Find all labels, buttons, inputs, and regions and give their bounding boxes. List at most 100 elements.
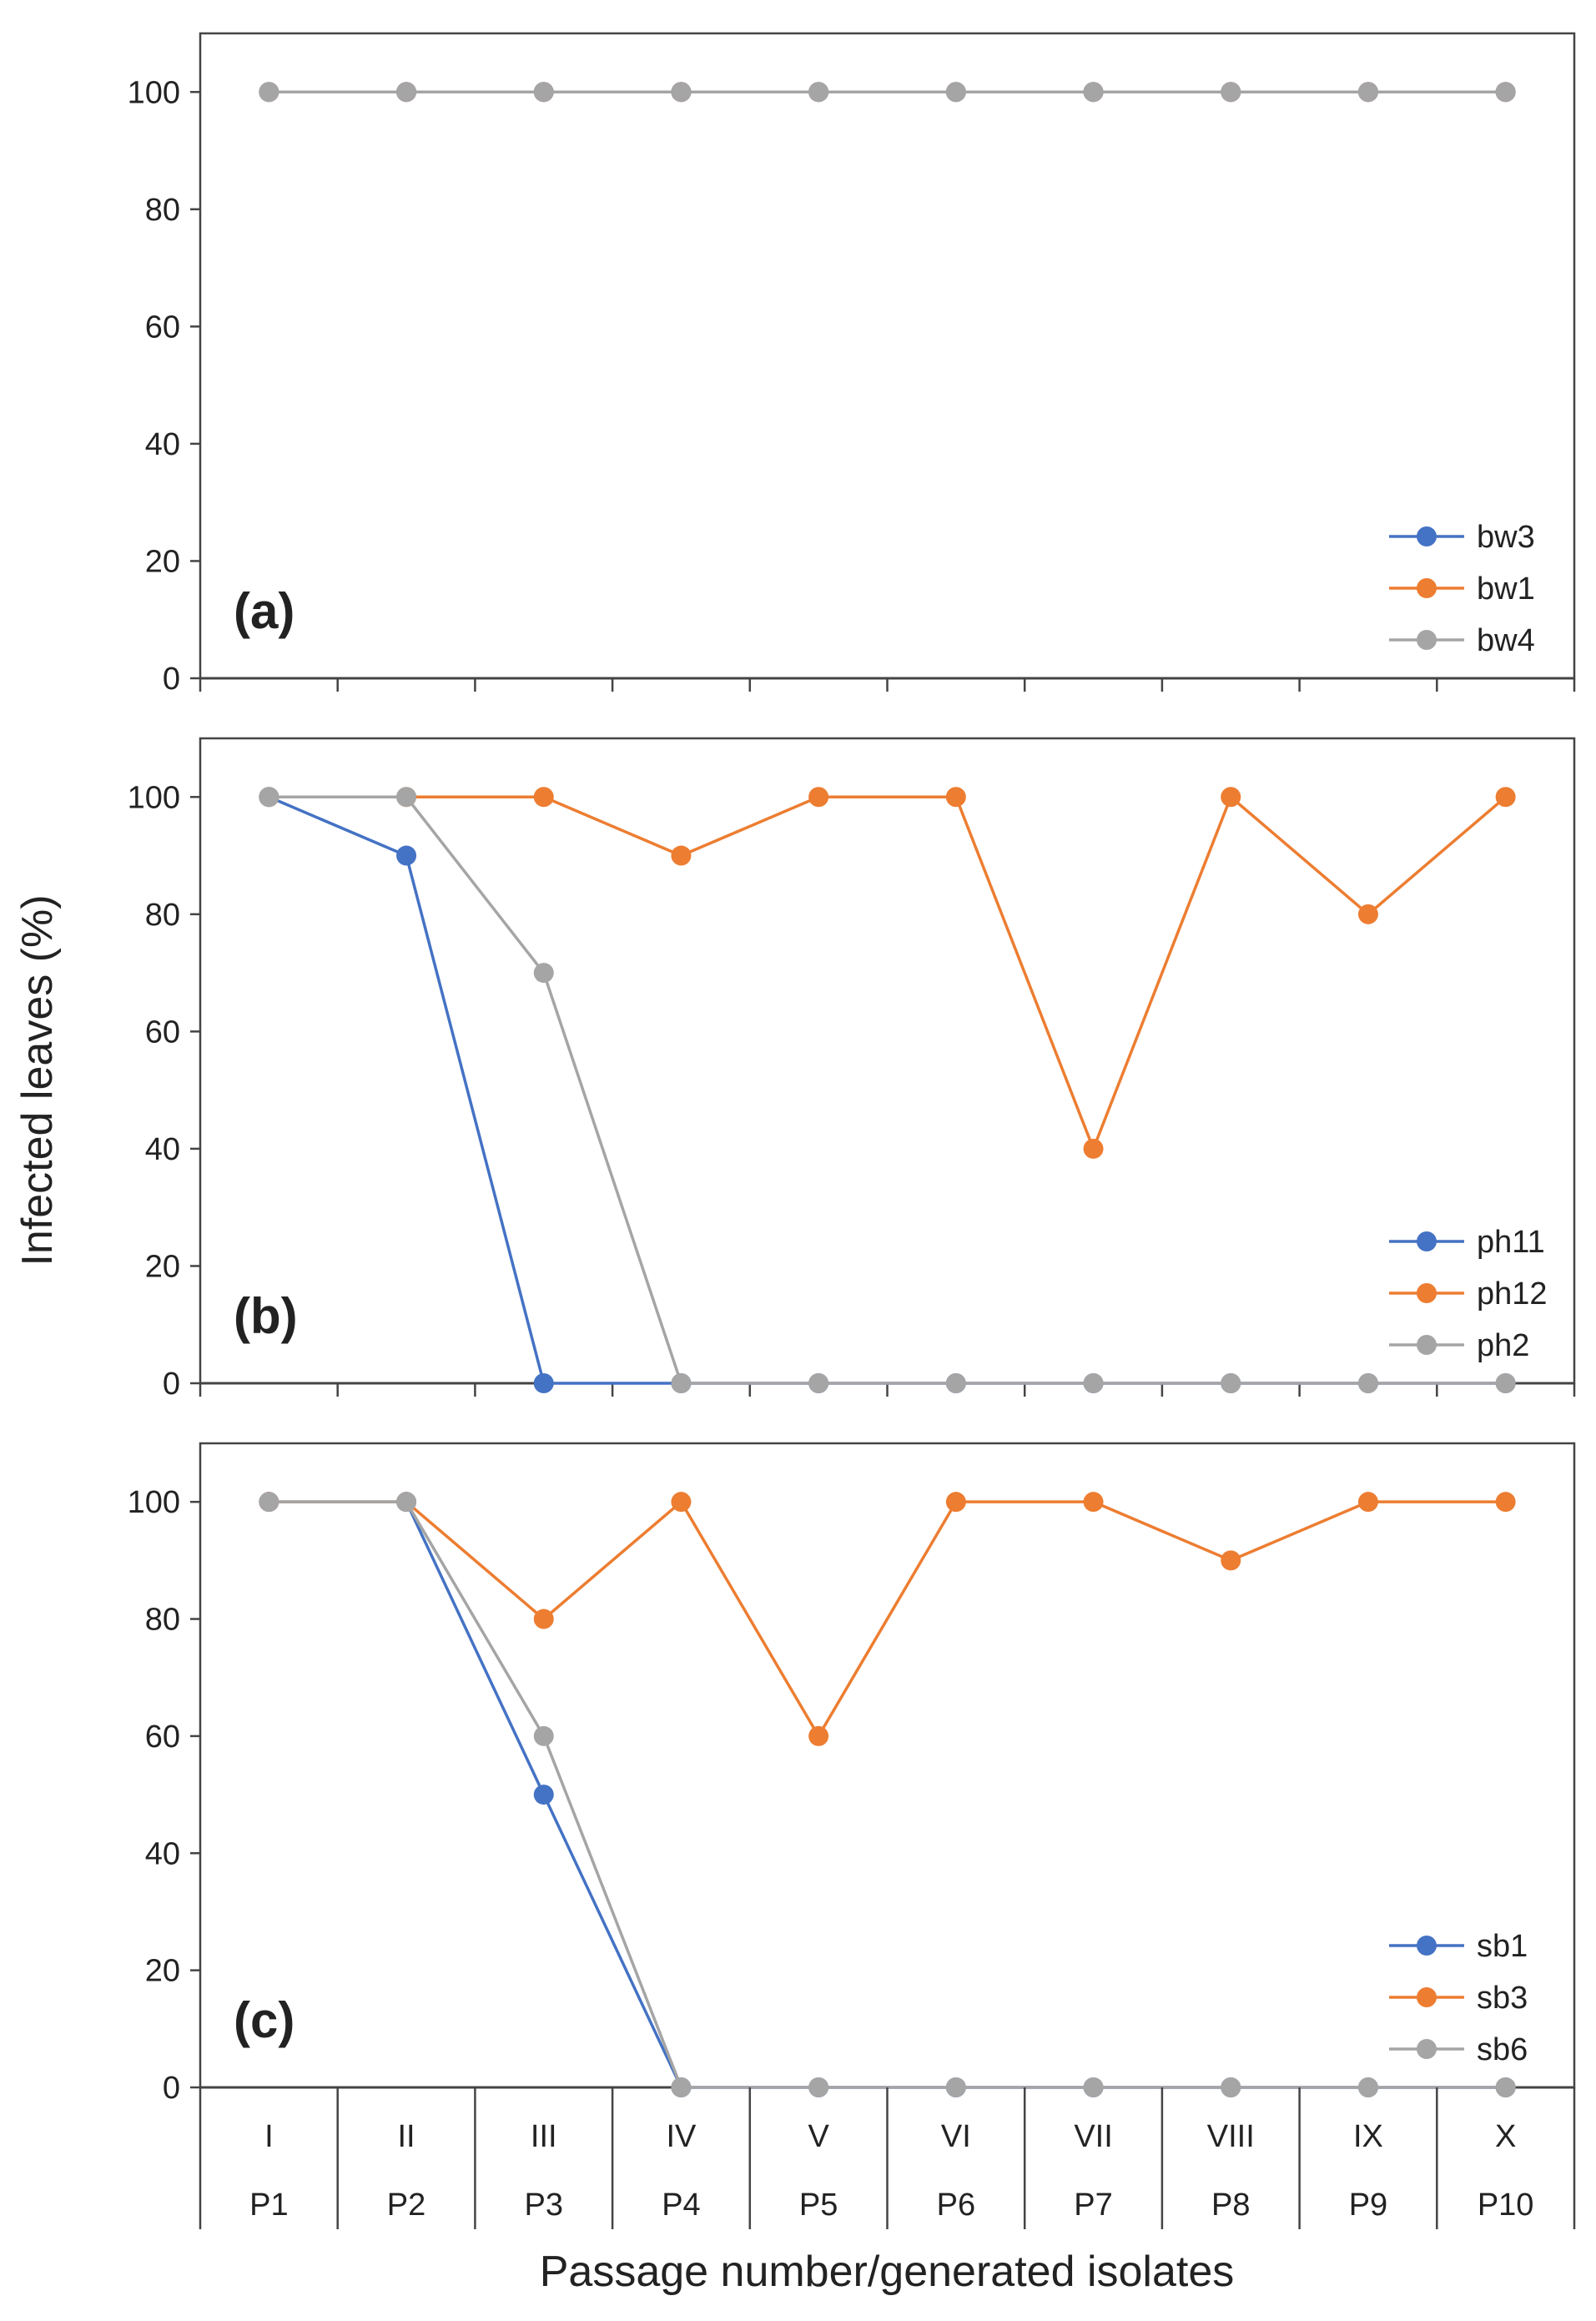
y-tick-label: 80 xyxy=(145,193,180,228)
data-point-sb6 xyxy=(1357,2077,1378,2097)
legend-swatch-marker xyxy=(1417,1283,1437,1303)
y-tick-label: 0 xyxy=(163,2071,180,2106)
chart-panel-1: 0 20 40 60 80 100 (a) bw3 bw1 bw4 xyxy=(128,32,1576,697)
data-point-ph12 xyxy=(671,845,692,866)
category-roman-label: III xyxy=(531,2119,557,2154)
data-point-ph11 xyxy=(533,1373,554,1393)
legend-item-ph12: ph12 xyxy=(1389,1276,1548,1312)
data-point-sb3 xyxy=(945,1492,966,1513)
y-tick-label: 20 xyxy=(145,1249,180,1284)
data-point-ph12 xyxy=(1221,787,1241,808)
legend-label: bw4 xyxy=(1477,623,1535,658)
y-tick-label: 100 xyxy=(128,75,180,110)
data-point-bw4 xyxy=(533,82,554,103)
category-passage-label: P9 xyxy=(1349,2188,1387,2223)
category-passage-label: P2 xyxy=(387,2188,425,2223)
series-ph12 xyxy=(259,787,1516,1159)
y-tick-label: 60 xyxy=(145,1014,180,1050)
category-table: I II III IV V VI VII VIII IX XP1 P2 P3 P4 P5 P6 P7 P8 P9 P… xyxy=(199,2087,1576,2229)
series-sb1 xyxy=(259,1492,1516,2097)
data-point-sb3 xyxy=(1357,1492,1378,1513)
category-passage-label: P1 xyxy=(249,2188,288,2223)
legend-item-ph11: ph11 xyxy=(1389,1225,1545,1260)
data-point-bw4 xyxy=(1083,82,1104,103)
y-tick-label: 40 xyxy=(145,1836,180,1871)
data-point-ph2 xyxy=(1083,1373,1104,1393)
legend-swatch-marker xyxy=(1417,1987,1437,2007)
panel-label: (c) xyxy=(234,1992,295,2048)
category-roman-label: VII xyxy=(1074,2119,1112,2154)
data-point-sb6 xyxy=(396,1492,417,1513)
y-tick-label: 40 xyxy=(145,1132,180,1167)
y-tick-label: 60 xyxy=(145,1719,180,1755)
data-point-ph2 xyxy=(945,1373,966,1393)
legend-label: sb1 xyxy=(1477,1929,1528,1964)
series-line-ph11 xyxy=(268,795,1506,1385)
data-point-ph11 xyxy=(396,845,417,866)
data-point-ph2 xyxy=(808,1373,829,1393)
plot-frame xyxy=(199,737,1576,1385)
category-roman-label: VI xyxy=(941,2119,971,2154)
legend-label: bw3 xyxy=(1477,520,1535,555)
y-tick-label: 20 xyxy=(145,544,180,579)
data-point-ph2 xyxy=(259,787,279,808)
series-line-ph12 xyxy=(269,794,1507,1153)
series-bw4 xyxy=(259,82,1516,103)
data-point-ph2 xyxy=(533,963,554,984)
legend-item-sb3: sb3 xyxy=(1389,1981,1528,2016)
data-point-ph12 xyxy=(1357,904,1378,924)
legend-item-bw1: bw1 xyxy=(1389,571,1535,607)
series-line-sb1 xyxy=(269,1500,1506,2089)
category-roman-label: VIII xyxy=(1207,2119,1255,2154)
legend-swatch-marker xyxy=(1417,1936,1437,1956)
data-point-ph2 xyxy=(396,787,417,808)
category-passage-label: P5 xyxy=(799,2188,838,2223)
data-point-sb6 xyxy=(808,2077,829,2097)
category-roman-label: IX xyxy=(1353,2119,1383,2154)
data-point-bw4 xyxy=(1357,82,1378,103)
data-point-sb3 xyxy=(533,1609,554,1629)
data-point-ph12 xyxy=(808,787,829,808)
y-tick-label: 80 xyxy=(145,1603,180,1638)
legend-label: ph11 xyxy=(1477,1225,1545,1260)
plot-frame xyxy=(199,1442,1576,2089)
legend-item-sb1: sb1 xyxy=(1389,1929,1528,1964)
data-point-sb6 xyxy=(1495,2077,1516,2097)
data-point-sb6 xyxy=(671,2077,692,2097)
category-passage-label: P3 xyxy=(525,2188,563,2223)
data-point-bw4 xyxy=(945,82,966,103)
data-point-ph2 xyxy=(1221,1373,1241,1393)
data-point-ph12 xyxy=(1083,1138,1104,1159)
data-point-ph2 xyxy=(1357,1373,1378,1393)
legend-item-bw4: bw4 xyxy=(1389,623,1535,658)
category-passage-label: P6 xyxy=(937,2188,975,2223)
legend-swatch-marker xyxy=(1417,1231,1437,1251)
data-point-bw4 xyxy=(1221,82,1241,103)
y-tick-label: 80 xyxy=(145,898,180,933)
category-passage-label: P7 xyxy=(1074,2188,1112,2223)
category-roman-label: V xyxy=(808,2119,829,2154)
category-roman-label: I xyxy=(264,2119,274,2154)
category-roman-label: X xyxy=(1495,2119,1516,2154)
legend-label: bw1 xyxy=(1477,571,1535,607)
series-sb3 xyxy=(259,1492,1516,1746)
data-point-ph2 xyxy=(1495,1373,1516,1393)
data-point-sb6 xyxy=(533,1725,554,1746)
panels: 0 20 40 60 80 100 (a) bw3 bw1 bw4 0 20 40 60 80 100 (b) p… xyxy=(128,32,1576,2229)
data-point-sb3 xyxy=(1495,1492,1516,1513)
data-point-bw4 xyxy=(259,82,279,103)
data-point-sb3 xyxy=(671,1492,692,1513)
data-point-bw4 xyxy=(671,82,692,103)
legend-label: ph2 xyxy=(1477,1328,1529,1363)
y-tick-label: 40 xyxy=(145,427,180,462)
data-point-sb6 xyxy=(945,2077,966,2097)
panel-label: (a) xyxy=(234,583,295,639)
legend-item-ph2: ph2 xyxy=(1389,1328,1529,1363)
data-point-sb3 xyxy=(808,1725,829,1746)
data-point-bw4 xyxy=(396,82,417,103)
category-roman-label: IV xyxy=(666,2119,697,2154)
legend-item-bw3: bw3 xyxy=(1389,520,1535,555)
data-point-sb6 xyxy=(1221,2077,1241,2097)
